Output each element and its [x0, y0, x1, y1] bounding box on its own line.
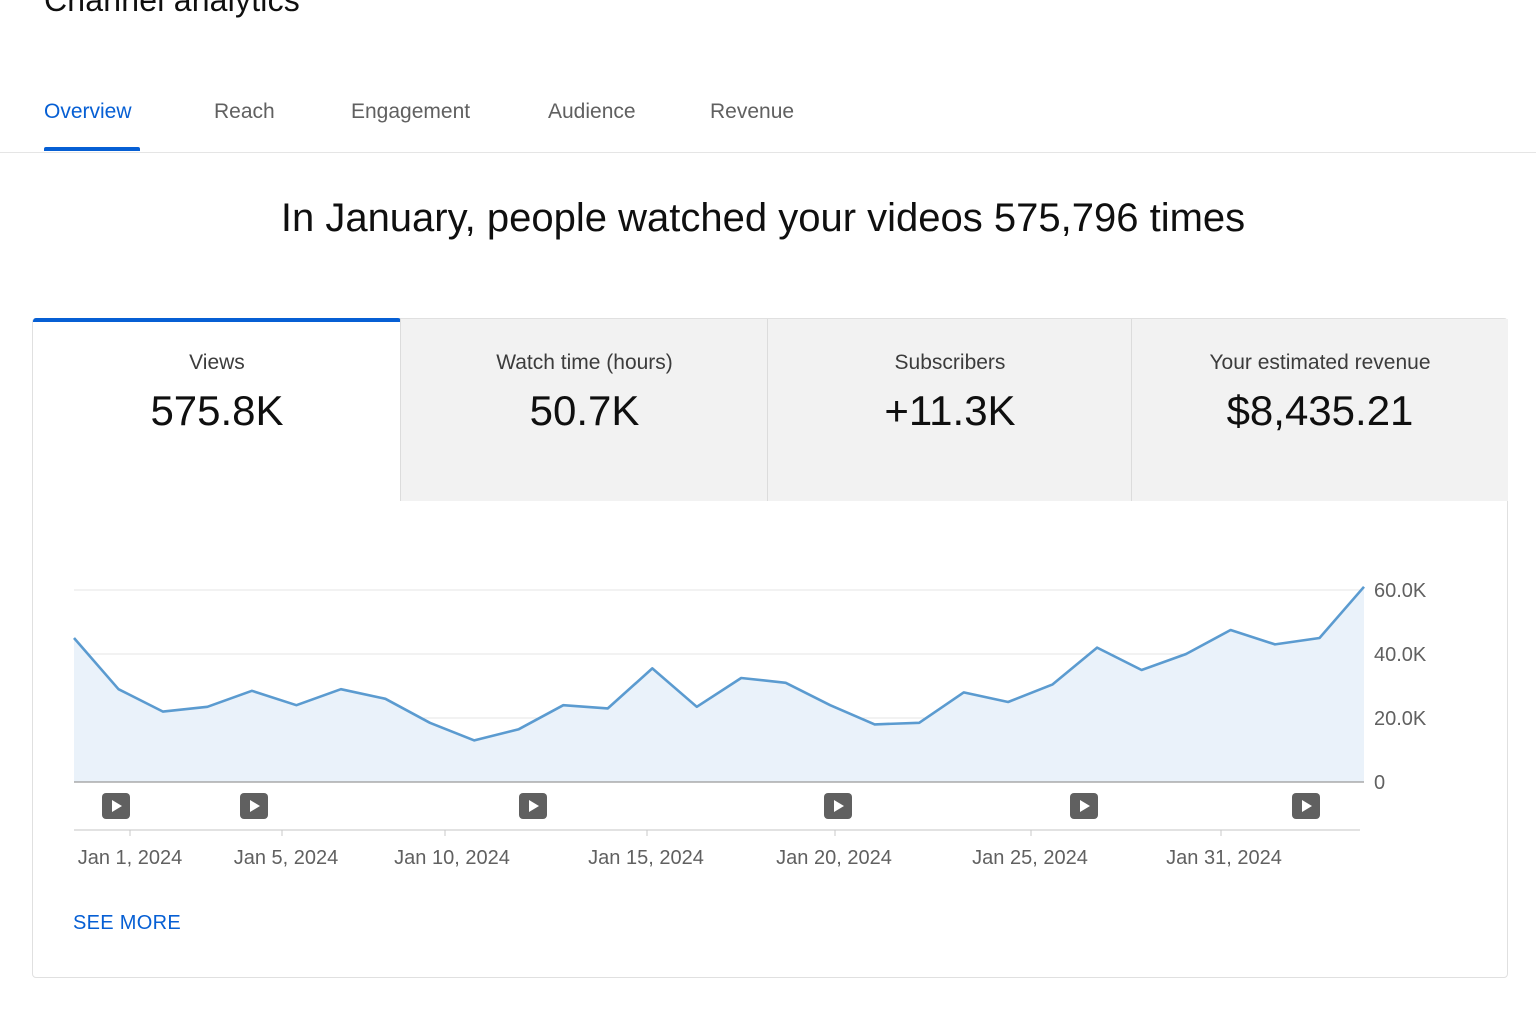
tab-reach[interactable]: Reach: [214, 100, 275, 123]
metric-value: 50.7K: [529, 387, 640, 434]
views-area: [74, 586, 1364, 782]
metric-value: 575.8K: [150, 387, 284, 434]
metric-label: Your estimated revenue: [1209, 351, 1431, 374]
metric-label: Views: [189, 351, 245, 374]
x-tick-label: Jan 15, 2024: [588, 847, 704, 869]
analytics-tabs: Overview Reach Engagement Audience Reven…: [0, 80, 1536, 153]
play-icon: [112, 800, 122, 812]
metric-value: +11.3K: [884, 387, 1016, 434]
page-title: Channel analytics: [44, 0, 300, 18]
headline: In January, people watched your videos 5…: [280, 196, 1246, 240]
play-icon: [250, 800, 260, 812]
active-tab-indicator: [44, 147, 140, 151]
metric-subscribers[interactable]: Subscribers +11.3K: [767, 319, 1132, 501]
metric-estimated-revenue[interactable]: Your estimated revenue $8,435.21: [1131, 319, 1508, 501]
y-tick-label: 0: [1374, 772, 1385, 794]
views-line: [73, 585, 1365, 742]
tab-engagement[interactable]: Engagement: [351, 100, 471, 123]
metric-label: Subscribers: [894, 351, 1006, 374]
x-tick-label: Jan 1, 2024: [78, 847, 183, 869]
x-tick-label: Jan 5, 2024: [234, 847, 339, 869]
play-icon: [834, 800, 844, 812]
metric-views[interactable]: Views 575.8K: [33, 318, 401, 501]
y-tick-label: 40.0K: [1374, 644, 1427, 666]
tab-audience[interactable]: Audience: [548, 100, 636, 123]
play-icon: [1302, 800, 1312, 812]
x-tick-label: Jan 25, 2024: [972, 847, 1088, 869]
x-tick-label: Jan 10, 2024: [394, 847, 510, 869]
x-tick-label: Jan 31, 2024: [1166, 847, 1282, 869]
tab-overview[interactable]: Overview: [44, 100, 132, 123]
play-icon: [529, 800, 539, 812]
metric-watch-time[interactable]: Watch time (hours) 50.7K: [400, 319, 768, 501]
play-icon: [1080, 800, 1090, 812]
y-tick-label: 20.0K: [1374, 708, 1427, 730]
metric-tabs: Views 575.8K Watch time (hours) 50.7K Su…: [33, 318, 1508, 501]
y-tick-label: 60.0K: [1374, 580, 1427, 602]
tab-revenue[interactable]: Revenue: [710, 100, 795, 123]
metric-label: Watch time (hours): [496, 351, 673, 374]
x-tick-label: Jan 20, 2024: [776, 847, 892, 869]
see-more-link[interactable]: SEE MORE: [73, 912, 181, 934]
metric-value: $8,435.21: [1226, 387, 1414, 434]
